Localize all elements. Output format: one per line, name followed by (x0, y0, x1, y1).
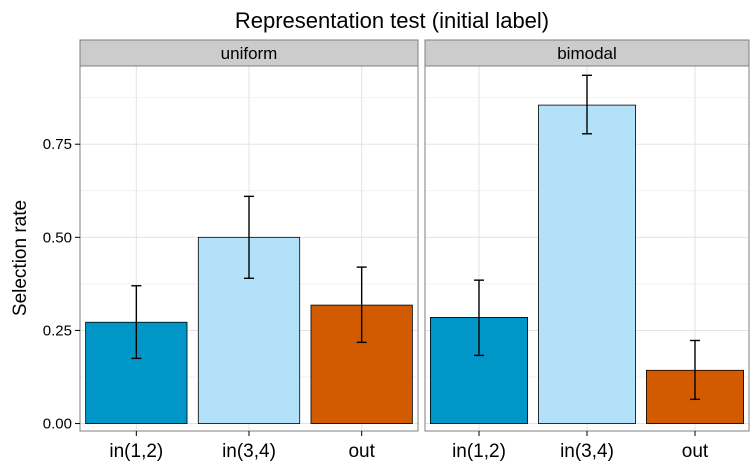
facet-panel-uniform: uniform in(1,2) in(3,4) out (79, 39, 419, 462)
facet-strip-label: bimodal (557, 44, 617, 63)
error-bar-bimodal-in(3,4) (582, 74, 592, 135)
y-axis: 0.00 0.25 0.50 0.75 (43, 136, 80, 433)
y-tick-label: 0.25 (43, 322, 72, 339)
x-tick-label: out (348, 441, 375, 462)
y-tick-label: 0.75 (43, 136, 72, 153)
error-bar-uniform-in(3,4) (244, 195, 254, 279)
facet-strip (424, 39, 750, 67)
error-bar-bimodal-in(1,2) (474, 279, 484, 357)
error-bar-bimodal-out (690, 339, 700, 401)
facet-panel-bimodal: bimodal in(1,2) in(3,4) out (424, 39, 750, 462)
x-tick-label: in(1,2) (109, 441, 163, 462)
x-tick-label: in(3,4) (560, 441, 614, 462)
x-tick-label: out (682, 441, 709, 462)
error-bar-uniform-out (356, 266, 367, 344)
chart-title: Representation test (initial label) (235, 8, 549, 33)
x-tick-label: in(3,4) (222, 441, 276, 462)
y-axis-label: Selection rate (10, 200, 31, 316)
error-bar-uniform-in(1,2) (131, 285, 142, 360)
bar-bimodal-in(3,4) (538, 104, 637, 424)
x-tick-label: in(1,2) (452, 441, 506, 462)
facet-strip-label: uniform (221, 44, 278, 63)
facet-strip (79, 39, 419, 67)
y-tick-label: 0.00 (43, 416, 72, 433)
y-tick-label: 0.50 (43, 229, 72, 246)
